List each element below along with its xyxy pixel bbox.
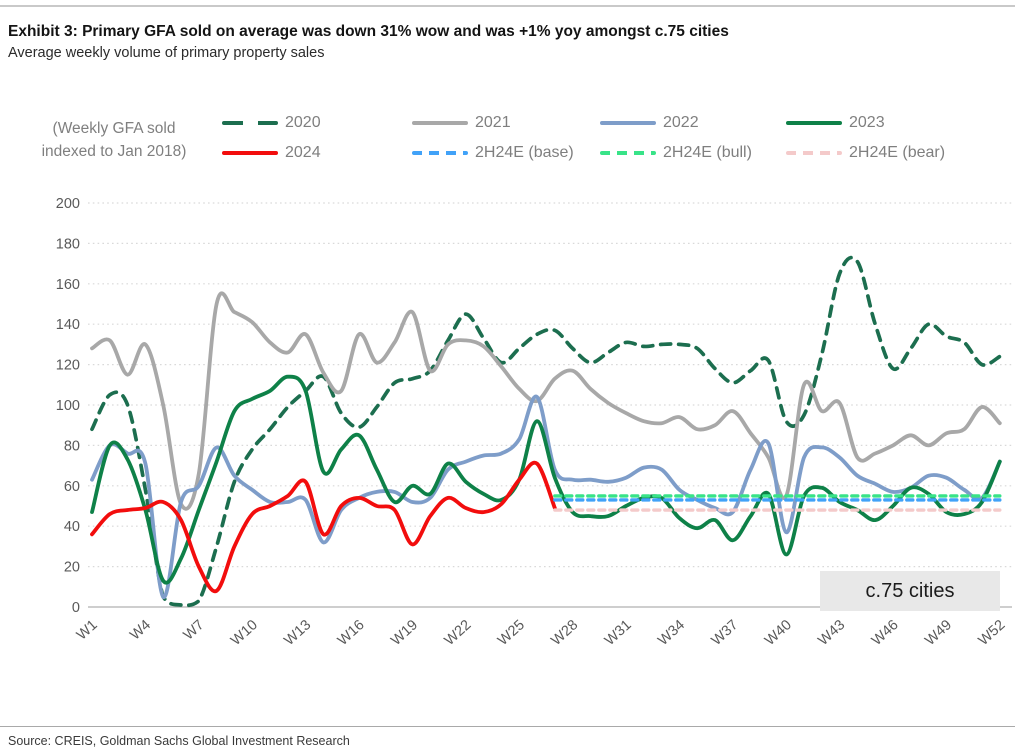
series-line-2024 <box>90 460 557 594</box>
legend-item-2024: 2024 <box>222 144 321 162</box>
y-tick-label-140: 140 <box>56 317 80 333</box>
legend-label-2h24e-bear: 2H24E (bear) <box>849 144 946 161</box>
x-tick-label-W13: W13 <box>281 617 314 649</box>
legend-swatch-2020 <box>222 120 278 126</box>
legend-label-2024: 2024 <box>285 144 321 161</box>
series-line-2020 <box>90 255 1002 608</box>
x-tick-label-W16: W16 <box>335 617 368 649</box>
source-note: Source: CREIS, Goldman Sachs Global Inve… <box>8 734 350 748</box>
x-tick-label-W46: W46 <box>869 617 902 649</box>
y-tick-label-20: 20 <box>64 560 80 576</box>
y-tick-label-0: 0 <box>72 600 80 616</box>
y-axis-unit-note-line2: indexed to Jan 2018) <box>41 143 187 161</box>
x-tick-label-W34: W34 <box>655 617 688 649</box>
x-tick-label-W52: W52 <box>976 617 1009 649</box>
y-axis-unit-note: (Weekly GFA sold indexed to Jan 2018) <box>14 117 214 164</box>
x-tick-label-W40: W40 <box>762 617 795 649</box>
x-tick-label-W22: W22 <box>442 617 475 649</box>
legend-swatch-2023 <box>786 120 842 126</box>
legend-swatch-2022 <box>600 120 656 126</box>
y-tick-label-160: 160 <box>56 277 80 293</box>
y-tick-label-40: 40 <box>64 519 80 535</box>
x-tick-label-W37: W37 <box>709 617 742 649</box>
y-tick-label-120: 120 <box>56 358 80 374</box>
x-tick-label-W43: W43 <box>815 617 848 649</box>
x-tick-label-W10: W10 <box>228 617 261 649</box>
x-tick-label-W28: W28 <box>548 617 581 649</box>
chart-subtitle: Average weekly volume of primary propert… <box>8 45 325 61</box>
legend-label-2h24e-bull: 2H24E (bull) <box>663 144 752 161</box>
legend-swatch-2024 <box>222 150 278 156</box>
x-tick-label-W25: W25 <box>495 617 528 649</box>
top-divider <box>0 5 1015 7</box>
legend-label-2021: 2021 <box>475 114 511 131</box>
bottom-divider <box>0 726 1015 727</box>
exhibit-title: Exhibit 3: Primary GFA sold on average w… <box>8 23 729 40</box>
legend-swatch-2h24e-base <box>412 150 468 156</box>
legend-label-2023: 2023 <box>849 114 885 131</box>
y-tick-label-200: 200 <box>56 196 80 212</box>
legend-label-2020: 2020 <box>285 114 321 131</box>
series-line-2021 <box>90 291 1002 511</box>
y-tick-label-100: 100 <box>56 398 80 414</box>
x-tick-label-W7: W7 <box>181 617 208 643</box>
legend-label-2022: 2022 <box>663 114 699 131</box>
legend-item-2h24e-bull: 2H24E (bull) <box>600 144 752 162</box>
y-axis-unit-note-line1: (Weekly GFA sold <box>52 120 176 137</box>
x-tick-label-W1: W1 <box>74 617 101 643</box>
cities-count-annotation: c.75 cities <box>820 571 1000 611</box>
x-tick-label-W4: W4 <box>127 617 154 643</box>
legend-label-2h24e-base: 2H24E (base) <box>475 144 574 161</box>
legend-swatch-2h24e-bull <box>600 150 656 156</box>
legend-swatch-2h24e-bear <box>786 150 842 156</box>
legend-item-2022: 2022 <box>600 114 699 132</box>
x-tick-label-W31: W31 <box>602 617 635 649</box>
legend-item-2021: 2021 <box>412 114 511 132</box>
y-tick-label-180: 180 <box>56 236 80 252</box>
series-line-2022 <box>90 394 1002 599</box>
y-tick-label-80: 80 <box>64 438 80 454</box>
y-tick-label-60: 60 <box>64 479 80 495</box>
legend-item-2020: 2020 <box>222 114 321 132</box>
legend-swatch-2021 <box>412 120 468 126</box>
legend-item-2023: 2023 <box>786 114 885 132</box>
legend-item-2h24e-base: 2H24E (base) <box>412 144 574 162</box>
series-line-2023 <box>90 374 1002 585</box>
x-tick-label-W49: W49 <box>922 617 955 649</box>
legend-item-2h24e-bear: 2H24E (bear) <box>786 144 945 162</box>
x-tick-label-W19: W19 <box>388 617 421 649</box>
